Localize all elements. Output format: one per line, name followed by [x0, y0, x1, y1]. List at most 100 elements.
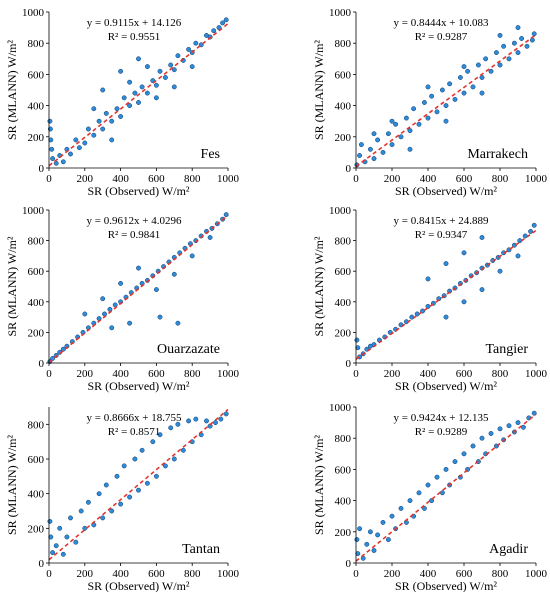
data-point: [520, 424, 526, 430]
data-point: [186, 418, 192, 424]
data-point: [73, 137, 79, 143]
data-point: [100, 126, 106, 132]
data-point: [103, 110, 109, 116]
x-axis-label: SR (Observed) W/m²: [87, 579, 189, 592]
data-point: [429, 93, 435, 99]
data-point: [153, 473, 159, 479]
data-point: [85, 126, 91, 132]
y-tick-label: 1000: [329, 7, 352, 19]
data-point: [127, 494, 133, 500]
data-point: [434, 474, 440, 480]
data-point: [60, 159, 66, 165]
y-tick-label: 0: [346, 163, 352, 175]
x-tick-label: 400: [420, 568, 437, 580]
data-point: [103, 482, 109, 488]
data-point: [380, 519, 386, 525]
y-tick-label: 0: [39, 558, 45, 570]
data-point: [479, 287, 485, 293]
data-point: [175, 53, 181, 59]
data-point: [411, 106, 417, 112]
regression-equation: y = 0.8444x + 10.083: [394, 17, 489, 29]
data-point: [171, 67, 177, 73]
y-tick-label: 400: [28, 297, 45, 309]
data-point: [519, 36, 525, 41]
data-point: [50, 550, 56, 556]
data-point: [452, 96, 458, 102]
data-point: [439, 87, 445, 93]
data-point: [144, 480, 150, 486]
fit-line: [355, 34, 537, 168]
data-point: [443, 261, 449, 267]
x-tick-label: 1000: [217, 368, 240, 380]
r-squared: R² = 0.9287: [415, 31, 468, 43]
data-point: [385, 131, 391, 137]
site-label: Marrakech: [467, 147, 528, 162]
data-point: [139, 84, 145, 90]
data-point: [136, 487, 141, 493]
data-point: [358, 142, 364, 148]
x-axis-label: SR (Observed) W/m²: [87, 379, 189, 393]
data-point: [407, 128, 413, 134]
data-point: [132, 456, 138, 462]
data-point: [153, 287, 159, 293]
x-tick-label: 0: [46, 568, 52, 580]
data-point: [488, 68, 494, 74]
data-point: [139, 447, 145, 453]
data-point: [371, 131, 377, 137]
data-point: [136, 265, 141, 271]
panel-ouarzazate: 0 200 400 600 800 1000 0 200 400 600 800 1000 SR (Ob…: [5, 205, 240, 393]
data-point: [82, 525, 88, 531]
fit-line: [48, 214, 229, 364]
y-tick-label: 200: [28, 132, 45, 144]
data-point: [100, 87, 106, 93]
y-tick-label: 600: [28, 69, 45, 81]
data-point: [109, 508, 115, 514]
y-tick-label: 200: [28, 327, 45, 339]
x-tick-label: 1000: [525, 568, 548, 580]
x-tick-label: 800: [184, 568, 201, 580]
data-point: [50, 156, 56, 162]
data-point: [511, 40, 517, 46]
data-point: [416, 490, 422, 496]
data-point: [515, 420, 521, 426]
y-tick-label: 400: [28, 489, 45, 501]
x-tick-label: 0: [46, 368, 52, 380]
data-point: [528, 228, 534, 234]
data-point: [425, 276, 431, 282]
x-axis-label: SR (Observed) W/m²: [395, 579, 497, 592]
data-point: [186, 46, 192, 52]
data-point: [354, 537, 360, 543]
y-tick-label: 800: [335, 433, 352, 445]
x-axis-label: SR (Observed) W/m²: [395, 379, 497, 393]
data-point: [109, 137, 115, 143]
data-point: [157, 314, 163, 320]
data-point: [452, 459, 458, 465]
y-tick-label: 200: [335, 527, 352, 539]
data-point: [127, 320, 133, 326]
data-point: [364, 541, 370, 547]
y-tick-label: 400: [335, 101, 352, 113]
r-squared: R² = 0.9841: [108, 229, 161, 241]
data-point: [393, 121, 399, 127]
data-point: [497, 32, 503, 38]
data-point: [118, 68, 124, 74]
y-tick-label: 0: [39, 358, 45, 370]
x-tick-label: 0: [46, 173, 52, 185]
y-tick-label: 400: [335, 297, 352, 309]
data-point: [109, 118, 115, 124]
data-point: [121, 463, 127, 469]
data-point: [218, 416, 224, 422]
site-label: Agadir: [489, 542, 528, 557]
data-point: [470, 443, 476, 449]
data-point: [421, 100, 427, 105]
data-point: [49, 146, 55, 152]
data-point: [515, 253, 521, 259]
data-point: [96, 491, 102, 497]
data-point: [73, 539, 79, 545]
data-point: [407, 498, 413, 504]
regression-equation: y = 0.9612x + 4.0296: [87, 215, 182, 227]
data-point: [153, 82, 159, 88]
x-tick-label: 1000: [217, 568, 240, 580]
x-tick-label: 600: [148, 568, 165, 580]
